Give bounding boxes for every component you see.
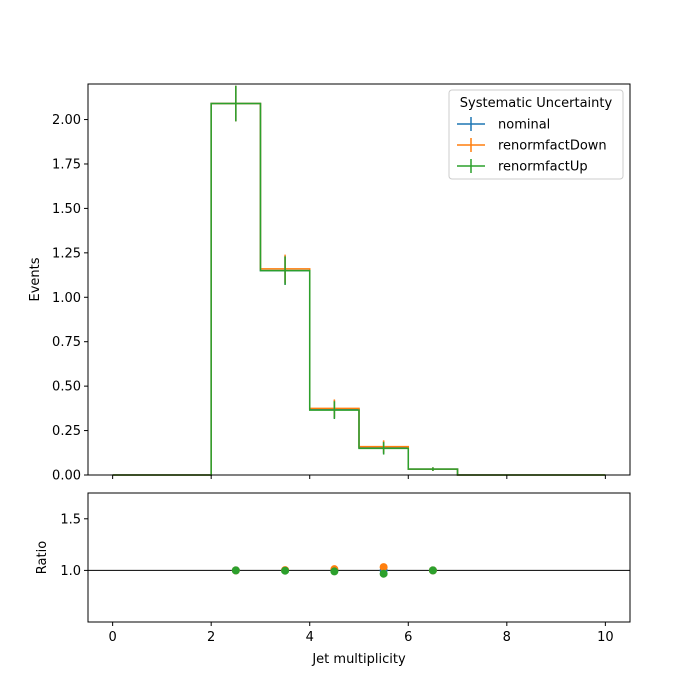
x-tick-label: 6 <box>404 630 412 645</box>
legend-label-renormfactDown: renormfactDown <box>498 139 607 154</box>
top-panel: 0.00 0.25 0.50 0.75 1.00 1.25 1.50 1.75 2.00 <box>52 83 631 484</box>
top-y-tick-label: 0.50 <box>52 380 81 395</box>
ratio-point-renormfactUp <box>281 566 290 575</box>
ratio-point-renormfactDown <box>379 563 388 572</box>
top-y-tick-label: 0.00 <box>52 469 81 484</box>
x-tick-label: 10 <box>597 630 614 645</box>
top-y-tick-label: 1.75 <box>52 157 81 172</box>
legend-title: Systematic Uncertainty <box>460 96 613 111</box>
legend-box <box>448 89 624 180</box>
x-tick-label: 4 <box>306 630 314 645</box>
x-axis-label: Jet multiplicity <box>311 652 406 667</box>
top-y-tick-label: 0.25 <box>52 424 81 439</box>
top-y-tick-label: 1.25 <box>52 246 81 261</box>
x-tick-label: 8 <box>503 630 511 645</box>
ratio-y-tick-label: 1.5 <box>60 512 81 527</box>
ratio-point-renormfactUp <box>231 566 240 575</box>
ratio-axes-frame <box>87 492 631 623</box>
legend-label-renormfactUp: renormfactUp <box>498 160 588 175</box>
x-tick-label: 0 <box>108 630 116 645</box>
top-y-tick-label: 1.00 <box>52 291 81 306</box>
top-y-tick-label: 2.00 <box>52 113 81 128</box>
top-y-tick-label: 0.75 <box>52 335 81 350</box>
top-axes-frame <box>87 83 631 476</box>
ratio-point-renormfactUp <box>428 566 437 575</box>
ratio-y-tick-label: 1.0 <box>60 564 81 579</box>
top-y-axis-label: Events <box>28 257 43 301</box>
ratio-panel: 1.0 1.5 0 2 4 6 8 10 <box>60 492 631 645</box>
top-y-tick-label: 1.50 <box>52 202 81 217</box>
ratio-point-renormfactUp <box>330 567 339 576</box>
legend: Systematic Uncertainty nominal renormfactD… <box>448 89 624 180</box>
x-tick-label: 2 <box>207 630 215 645</box>
ratio-point-renormfactUp <box>379 569 388 578</box>
legend-label-nominal: nominal <box>498 118 550 133</box>
ratio-y-axis-label: Ratio <box>35 541 50 574</box>
